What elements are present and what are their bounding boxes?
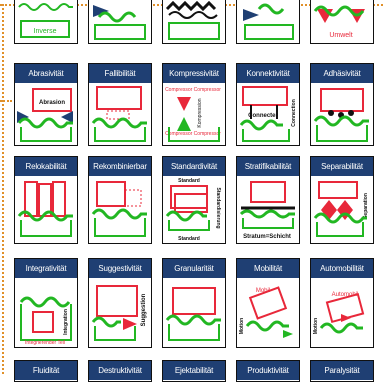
card-fluiditaet[interactable]: Fluidität (14, 360, 78, 382)
compressor-label-top: Compressor Compressor (165, 87, 221, 93)
top4-illustration (243, 3, 294, 40)
card-title: Suggestivität (89, 259, 151, 278)
card-konnektivitaet[interactable]: Konnektivität Connecter Connection (236, 63, 300, 146)
card-title: Adhäsivität (311, 64, 373, 83)
integrierender-teil-label: Integrierender Teil (25, 340, 65, 346)
stratum-label: Stratum=Schicht (243, 234, 291, 240)
stratifikabilitaet-illustration: Stratum=Schicht (239, 181, 295, 240)
card-title: Produktivität (237, 361, 299, 380)
umwelt-illustration: Umwelt (313, 5, 365, 39)
card-title: Stratifikabilität (237, 157, 299, 176)
card-relokabilitaet[interactable]: Relokabilität (14, 156, 78, 244)
card-title: Konnektivität (237, 64, 299, 83)
abrasivitaet-illustration: Abrasion (17, 88, 73, 142)
card-title: Integrativität (15, 259, 77, 278)
card-title: Fluidität (15, 361, 77, 380)
card-ejektabilitaet[interactable]: Ejektabilität (162, 360, 226, 382)
separabilitaet-illustration: Separation (313, 181, 369, 237)
card-title: Ejektabilität (163, 361, 225, 380)
umwelt-label: Umwelt (329, 32, 352, 39)
integrativitaet-illustration: Integration Integrierender Teil (19, 296, 72, 346)
standard-bottom-label: Standard (178, 236, 200, 242)
card-inverse[interactable]: Inverse (14, 0, 78, 44)
card-title: Relokabilität (15, 157, 77, 176)
standard-top-label: Standard (178, 178, 200, 184)
card-title: Abrasivität (15, 64, 77, 83)
card-title: Rekombinierbar (89, 157, 151, 176)
inverse-label: Inverse (34, 28, 57, 35)
konnektivitaet-illustration: Connecter Connection (239, 86, 297, 142)
card-rekombinierbar[interactable]: Rekombinierbar (88, 156, 152, 244)
top2-illustration (93, 5, 146, 40)
standardivitaet-illustration: Standard Standardisierung Standard (165, 178, 221, 242)
card-top-2[interactable] (88, 0, 152, 44)
card-mobilitaet[interactable]: Mobilität Mobil Motion (236, 258, 300, 348)
card-fallibilitaet[interactable]: Fallibilität (88, 63, 152, 146)
fallibilitaet-illustration (91, 86, 147, 142)
card-title: Automobilität (311, 259, 373, 278)
standardisierung-vertical: Standardisierung (215, 187, 221, 228)
card-title: Separabilität (311, 157, 373, 176)
granularitaet-illustration (165, 287, 221, 341)
suggestivitaet-illustration: Suggestion (91, 285, 147, 341)
card-title: Kompressivität (163, 64, 225, 83)
card-title: Mobilität (237, 259, 299, 278)
automobilitaet-illustration: Automobil Motion (313, 292, 365, 334)
card-stratifikabilitaet[interactable]: Stratifikabilität Stratum=Schicht (236, 156, 300, 244)
card-automobilitaet[interactable]: Automobilität Automobil Motion (310, 258, 374, 348)
motion-vertical: Motion (239, 318, 245, 334)
card-separabilitaet[interactable]: Separabilität Separation (310, 156, 374, 244)
card-standardivitaet[interactable]: Standardivität Standard Standardisierung… (162, 156, 226, 244)
card-suggestivitaet[interactable]: Suggestivität Suggestion (88, 258, 152, 348)
card-title: Granularität (163, 259, 225, 278)
mobilitaet-illustration: Mobil Motion (239, 286, 293, 338)
dotted-guide-tick (0, 100, 12, 102)
mobil-label: Mobil (256, 288, 270, 294)
adhaesivitaet-illustration (313, 88, 369, 142)
card-top-3[interactable] (162, 0, 226, 44)
card-title: Destruktivität (89, 361, 151, 380)
connecter-label: Connecter (248, 113, 278, 119)
rekombinierbar-illustration (91, 181, 147, 237)
kompression-vertical: Kompression (197, 98, 203, 127)
separation-vertical: Separation (363, 193, 369, 219)
inverse-illustration: Inverse (18, 3, 73, 38)
card-kompressivitaet[interactable]: Kompressivität Compressor Compressor Kom… (162, 63, 226, 146)
card-destruktivitaet[interactable]: Destruktivität (88, 360, 152, 382)
card-title: Fallibilität (89, 64, 151, 83)
card-produktivitaet[interactable]: Produktivität (236, 360, 300, 382)
card-abrasivitaet[interactable]: Abrasivität Abrasion (14, 63, 78, 146)
compressor-label-bottom: Compressor Compressor (165, 131, 221, 137)
card-adhaesivitaet[interactable]: Adhäsivität (310, 63, 374, 146)
card-granularitaet[interactable]: Granularität (162, 258, 226, 348)
kompressivitaet-illustration: Compressor Compressor Kompression Compre… (165, 87, 221, 142)
suggestion-vertical: Suggestion (141, 293, 147, 326)
top3-illustration (165, 0, 220, 40)
card-title: Standardivität (163, 157, 225, 176)
relokabilitaet-illustration (17, 181, 73, 237)
integration-vertical: Integration (63, 309, 69, 335)
dotted-guide-left (2, 4, 4, 374)
card-paralysitaet[interactable]: Paralysität (310, 360, 374, 382)
motion2-vertical: Motion (313, 318, 319, 334)
connection-vertical: Connection (291, 99, 297, 127)
card-title: Paralysität (311, 361, 373, 380)
card-integrativitaet[interactable]: Integrativität Integration Integrierende… (14, 258, 78, 348)
automobil-label: Automobil (332, 292, 359, 298)
abrasion-label: Abrasion (39, 100, 65, 106)
card-umwelt[interactable]: Umwelt (310, 0, 374, 44)
card-top-4[interactable] (236, 0, 300, 44)
